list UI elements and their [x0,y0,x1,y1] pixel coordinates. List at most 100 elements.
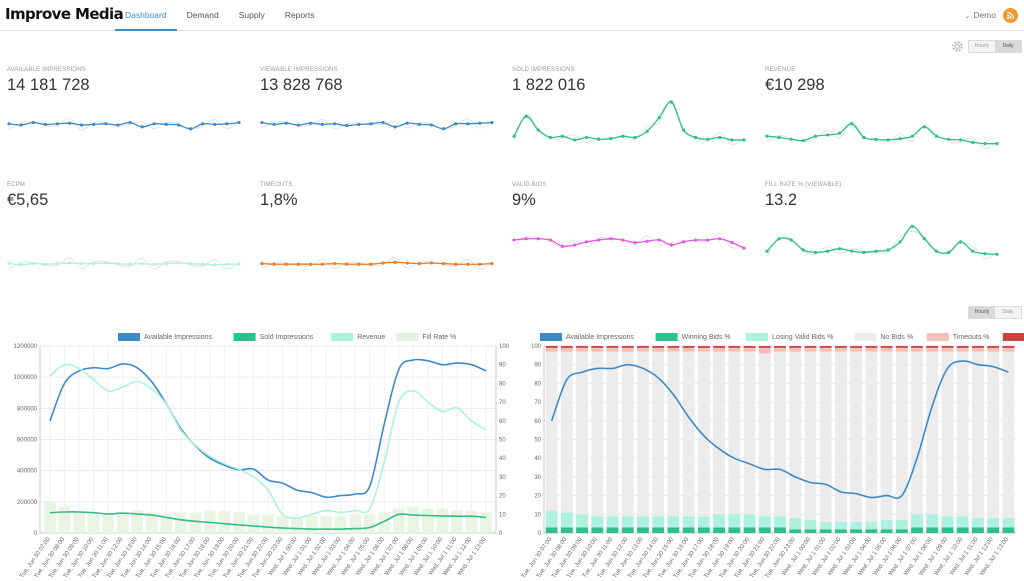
kpi-point [176,123,181,127]
stacked-bar-segment [911,351,923,515]
stacked-bar-segment [591,347,604,352]
kpi-point [237,120,241,125]
stacked-bar-segment [971,351,984,519]
impressions-chart-svg: 0 200000 400000 600000 800000 1000000 1200000 0… [14,333,510,580]
stacked-bar-segment [865,347,878,352]
fill-rate-bar [276,516,289,533]
kpi-daily-option[interactable]: Daily [995,41,1021,52]
legend-swatch [926,333,949,341]
kpi-point [765,134,769,138]
stacked-bar-segment [713,527,726,533]
kpi-point [296,262,300,266]
kpi-point [657,238,661,242]
kpi-value: 1 822 016 [512,76,586,94]
kpi-point [140,262,144,266]
kpi-available-impressions: AVAILABLE IMPRESSIONS 14 181 728 [7,67,247,167]
kpi-point [345,262,349,266]
stacked-bar-segment [987,518,1000,528]
kpi-point [922,125,926,129]
stacked-bar-segment [637,516,649,528]
stacked-bar-segment [926,351,939,515]
stacked-bar-segment [545,346,558,348]
stacked-bar-segment [667,351,680,517]
fill-rate-bar [436,508,449,533]
y-tick-label: 90 [534,363,541,369]
stacked-bar-segment [728,351,741,515]
kpi-hourly-option[interactable]: Hourly [969,41,995,52]
fill-rate-bar [320,516,332,533]
nav-demand[interactable]: Demand [186,10,219,20]
stacked-bar-segment [774,351,786,517]
kpi-point [838,247,842,251]
kpi-revenue: REVENUE €10 298 [765,67,1005,167]
kpi-point [104,261,108,265]
fill-rate-bar [349,514,362,533]
kpi-point [898,240,902,244]
kpi-point [67,261,72,265]
stacked-bar-segment [652,516,665,528]
fill-rate-bar [363,514,376,533]
nav-reports[interactable]: Reports [284,10,315,20]
kpi-sparkline [765,121,999,150]
kpi-point [585,135,589,140]
kpi-point [369,122,373,126]
kpi-comparison-line [766,121,998,150]
top-navbar: Improve Media Dashboard Demand Supply Re… [0,0,1024,31]
chart-daily-option[interactable]: Daily [995,307,1021,318]
fill-rate-bar [291,518,303,533]
chevron-down-icon: ⌄ [964,13,971,20]
kpi-point [934,249,939,253]
stacked-bar-segment [667,527,680,533]
kpi-comparison-line [513,99,745,146]
stacked-bar-segment [743,351,756,515]
stacked-bar-segment [789,351,802,519]
stacked-bar-segment [865,346,878,348]
kpi-point [621,238,625,242]
kpi-point [176,261,181,265]
legend-swatch [233,333,256,341]
kpi-point [237,262,241,266]
stacked-bar-segment [987,346,1000,348]
kpi-point [572,243,577,247]
legend-swatch [540,333,562,341]
kpi-point [454,122,458,126]
chart-hourly-option[interactable]: Hourly [969,307,995,318]
kpi-value: 14 181 728 [7,76,90,94]
fill-rate-bar [87,512,100,533]
kpi-point [862,135,866,140]
kpi-viewable-impressions: VIEWABLE IMPRESSIONS 13 828 768 [260,67,500,167]
nav-supply[interactable]: Supply [238,10,265,20]
kpi-point [272,122,276,127]
fill-rate-bar [174,512,187,533]
kpi-point [478,262,482,266]
kpi-point [765,249,769,253]
kpi-point [801,248,805,252]
nav-dashboard[interactable]: Dashboard [115,0,177,31]
stacked-bar-segment [941,347,954,352]
series-line [49,363,487,519]
stacked-bar-segment [606,351,619,517]
stacked-bar-segment [804,347,817,352]
kpi-point [971,140,975,144]
rss-icon[interactable] [1003,8,1018,23]
stacked-bar-segment [1002,346,1015,348]
kpi-point [429,123,434,127]
stacked-bar-segment [774,527,786,533]
kpi-point [645,129,649,133]
stacked-bar-segment [895,519,908,530]
stacked-bar-segment [880,529,893,533]
stacked-bar-segment [652,351,665,517]
gear-icon[interactable] [951,40,964,53]
kpi-point [959,240,963,244]
stacked-bar-segment [926,527,939,533]
kpi-point [490,262,494,266]
kpi-point [572,138,577,142]
stacked-bar-segment [576,347,589,352]
kpi-value: €5,65 [7,191,49,209]
kpi-comparison-line [261,118,493,131]
user-menu[interactable]: ⌄ Demo [964,0,996,32]
app-logo[interactable]: Improve Media [5,5,124,23]
stacked-bar-segment [895,346,908,348]
kpi-point [381,261,385,265]
kpi-point [140,125,144,129]
